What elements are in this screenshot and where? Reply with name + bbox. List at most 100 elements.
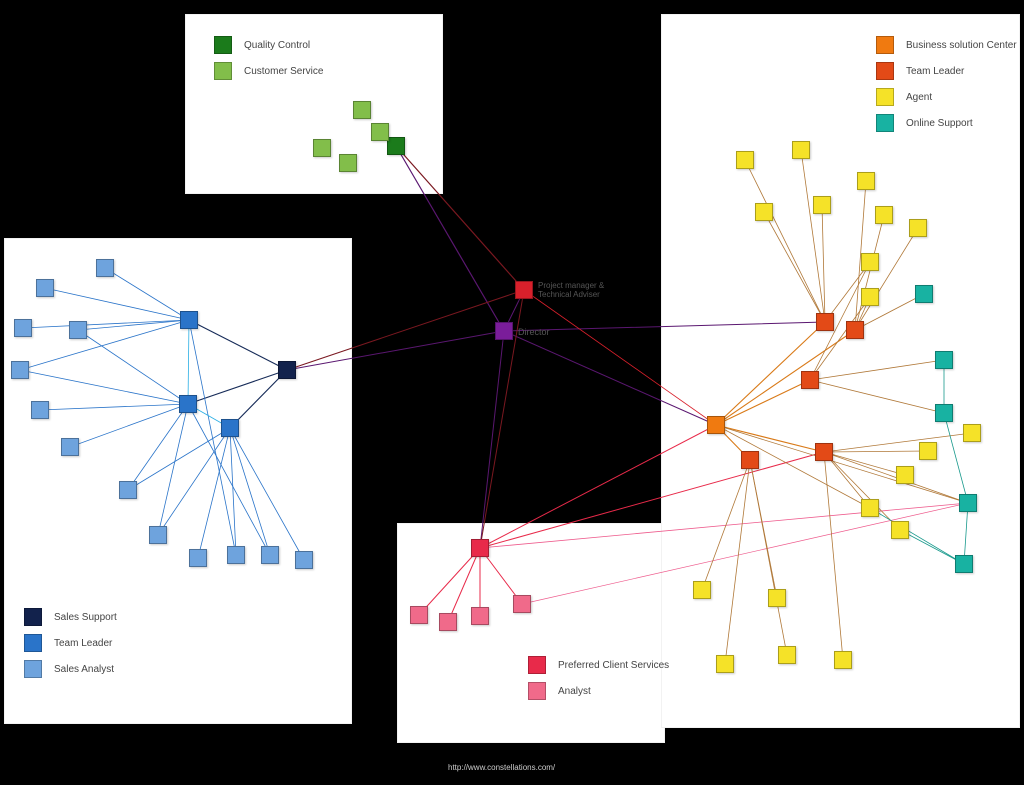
legend-swatch <box>24 608 42 626</box>
node-os1[interactable] <box>915 285 933 303</box>
node-dir[interactable] <box>495 322 513 340</box>
edge-dir-pcs <box>480 331 504 548</box>
node-ag15[interactable] <box>693 581 711 599</box>
node-os2[interactable] <box>935 351 953 369</box>
node-sa8[interactable] <box>119 481 137 499</box>
legend-swatch <box>214 36 232 54</box>
legend-item: Quality Control <box>214 36 323 54</box>
node-pm[interactable] <box>515 281 533 299</box>
node-sa9[interactable] <box>149 526 167 544</box>
node-ag11[interactable] <box>896 466 914 484</box>
node-ag2[interactable] <box>792 141 810 159</box>
legend-label: Team Leader <box>906 66 964 77</box>
node-tlb2[interactable] <box>179 395 197 413</box>
legend-label: Online Support <box>906 118 973 129</box>
legend-item: Sales Analyst <box>24 660 117 678</box>
legend-label: Business solution Center <box>906 40 1017 51</box>
node-ag6[interactable] <box>875 206 893 224</box>
node-sa4[interactable] <box>69 321 87 339</box>
node-ap3[interactable] <box>471 607 489 625</box>
node-ag1[interactable] <box>736 151 754 169</box>
node-tlo5[interactable] <box>815 443 833 461</box>
legend-label: Team Leader <box>54 638 112 649</box>
node-ag3[interactable] <box>755 203 773 221</box>
legend-swatch <box>876 88 894 106</box>
legend-left: Sales Support Team Leader Sales Analyst <box>24 608 117 686</box>
legend-label: Sales Support <box>54 612 117 623</box>
node-tlb1[interactable] <box>180 311 198 329</box>
node-ag18[interactable] <box>778 646 796 664</box>
node-ag19[interactable] <box>834 651 852 669</box>
legend-swatch <box>214 62 232 80</box>
node-ap4[interactable] <box>513 595 531 613</box>
node-sa2[interactable] <box>96 259 114 277</box>
node-cs1[interactable] <box>353 101 371 119</box>
node-ag9[interactable] <box>861 288 879 306</box>
node-ss[interactable] <box>278 361 296 379</box>
node-tlo2[interactable] <box>846 321 864 339</box>
node-tlo4[interactable] <box>741 451 759 469</box>
legend-label: Quality Control <box>244 40 310 51</box>
node-sa1[interactable] <box>36 279 54 297</box>
node-ap2[interactable] <box>439 613 457 631</box>
node-tlo1[interactable] <box>816 313 834 331</box>
legend-item: Team Leader <box>24 634 117 652</box>
node-os4[interactable] <box>959 494 977 512</box>
legend-item: Analyst <box>528 682 669 700</box>
node-cs4[interactable] <box>313 139 331 157</box>
legend-item: Business solution Center <box>876 36 1017 54</box>
legend-swatch <box>24 660 42 678</box>
node-ag17[interactable] <box>768 589 786 607</box>
legend-item: Customer Service <box>214 62 323 80</box>
node-ag16[interactable] <box>716 655 734 673</box>
legend-label: Agent <box>906 92 932 103</box>
node-ag5[interactable] <box>857 172 875 190</box>
footer-url: http://www.constellations.com/ <box>448 763 555 772</box>
node-os5[interactable] <box>955 555 973 573</box>
legend-top: Quality Control Customer Service <box>214 36 323 88</box>
legend-item: Sales Support <box>24 608 117 626</box>
node-sa3[interactable] <box>14 319 32 337</box>
legend-swatch <box>876 114 894 132</box>
node-label-pm: Project manager & Technical Adviser <box>538 282 633 300</box>
node-qc[interactable] <box>387 137 405 155</box>
legend-label: Analyst <box>558 686 591 697</box>
node-ag10[interactable] <box>963 424 981 442</box>
legend-bottom: Preferred Client Services Analyst <box>528 656 669 708</box>
node-tlo3[interactable] <box>801 371 819 389</box>
node-sa13[interactable] <box>295 551 313 569</box>
legend-label: Preferred Client Services <box>558 660 669 671</box>
node-ag12[interactable] <box>919 442 937 460</box>
legend-item: Online Support <box>876 114 1017 132</box>
node-ag4[interactable] <box>813 196 831 214</box>
legend-swatch <box>528 656 546 674</box>
legend-swatch <box>876 62 894 80</box>
node-ag8[interactable] <box>861 253 879 271</box>
legend-item: Team Leader <box>876 62 1017 80</box>
legend-swatch <box>528 682 546 700</box>
node-pcs[interactable] <box>471 539 489 557</box>
node-sa6[interactable] <box>31 401 49 419</box>
node-label-dir: Director <box>518 327 550 337</box>
legend-item: Agent <box>876 88 1017 106</box>
node-sa12[interactable] <box>261 546 279 564</box>
node-sa11[interactable] <box>227 546 245 564</box>
legend-right: Business solution Center Team Leader Agent… <box>876 36 1017 140</box>
node-cs2[interactable] <box>371 123 389 141</box>
panel-bottom <box>397 523 665 743</box>
node-bsc[interactable] <box>707 416 725 434</box>
node-ag7[interactable] <box>909 219 927 237</box>
legend-swatch <box>24 634 42 652</box>
node-ag13[interactable] <box>861 499 879 517</box>
node-sa10[interactable] <box>189 549 207 567</box>
legend-item: Preferred Client Services <box>528 656 669 674</box>
node-ap1[interactable] <box>410 606 428 624</box>
node-tlb3[interactable] <box>221 419 239 437</box>
node-sa7[interactable] <box>61 438 79 456</box>
node-cs3[interactable] <box>339 154 357 172</box>
legend-label: Customer Service <box>244 66 323 77</box>
node-os3[interactable] <box>935 404 953 422</box>
node-ag14[interactable] <box>891 521 909 539</box>
legend-label: Sales Analyst <box>54 664 114 675</box>
node-sa5[interactable] <box>11 361 29 379</box>
